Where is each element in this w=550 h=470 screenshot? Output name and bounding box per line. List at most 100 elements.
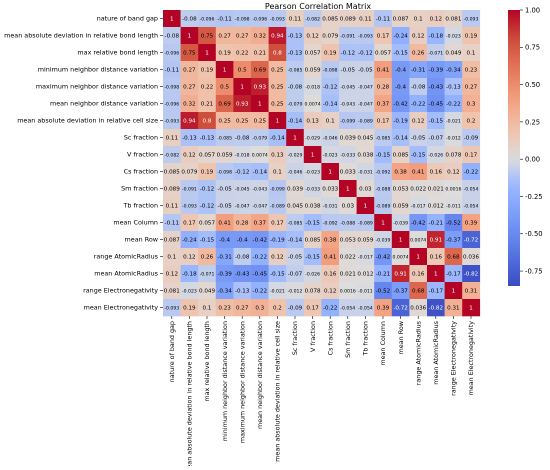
heatmap-cell: [180, 112, 199, 130]
heatmap-cell: [251, 180, 269, 198]
cell-value-label: -0.039: [376, 238, 391, 244]
cell-value-label: -0.088: [376, 187, 391, 193]
cell-value-label: -0.72: [464, 238, 478, 244]
cell-value-label: -0.13: [288, 34, 303, 40]
heatmap-cell-labels: 1 -0.08 -0.096 -0.11 -0.098 -0.096 -0.093 0.11-…: [164, 17, 480, 312]
cell-value-label: -0.08: [235, 136, 250, 142]
cell-value-label: 0.22: [201, 85, 213, 91]
heatmap-cell: [462, 265, 481, 283]
cell-value-label: -0.37: [393, 289, 408, 295]
colorbar-tick-label: 0.00: [525, 156, 540, 164]
cell-value-label: -0.15: [200, 238, 215, 244]
heatmap-cell: [268, 180, 287, 198]
heatmap-cell: [198, 61, 217, 79]
cell-value-label: 0.059: [357, 238, 373, 244]
heatmap-cell: [303, 180, 322, 198]
cell-value-label: 0.036: [463, 255, 479, 261]
heatmap-cell: [339, 265, 357, 283]
cell-value-label: 1: [416, 255, 420, 261]
heatmap-cell: [268, 231, 287, 249]
heatmap-cell: [374, 146, 393, 164]
cell-value-label: 0.27: [183, 68, 196, 74]
cell-value-label: 1: [188, 34, 192, 40]
cell-value-label: -0.089: [270, 204, 285, 210]
cell-value-label: 0.078: [305, 289, 321, 295]
heatmap-cell: [303, 44, 322, 62]
heatmap-cell: [303, 61, 322, 79]
row-tick-label: mean Electronegativity: [84, 304, 159, 312]
heatmap-cell: [251, 27, 269, 45]
heatmap-cell: [163, 44, 181, 62]
heatmap-cell: [163, 95, 181, 113]
heatmap-cell: [409, 61, 428, 79]
cell-value-label: 0.12: [430, 17, 442, 23]
cell-value-label: -0.4: [237, 238, 248, 244]
heatmap-cell: [251, 61, 269, 79]
cell-value-label: 1: [328, 170, 332, 176]
heatmap-cell: [339, 180, 357, 198]
cell-value-label: -0.14: [288, 119, 303, 125]
cell-value-label: -0.09: [288, 306, 303, 312]
row-tick-label: mean absolute deviation in relative cell…: [17, 117, 158, 125]
heatmap-cell: [286, 214, 305, 232]
cell-value-label: -0.45: [429, 102, 444, 108]
cell-value-label: 0.059: [305, 68, 321, 74]
heatmap-cell: [286, 10, 305, 28]
heatmap-cell: [303, 146, 322, 164]
cell-value-label: 0.12: [166, 272, 178, 278]
cell-value-label: -0.12: [358, 51, 372, 57]
cell-value-label: -0.096: [164, 102, 179, 108]
heatmap-cell: [163, 282, 181, 300]
heatmap-cell: [286, 61, 305, 79]
heatmap-cell: [391, 180, 410, 198]
cell-value-label: 1: [434, 272, 438, 278]
cell-value-label: -0.22: [411, 102, 425, 108]
heatmap-cell: [321, 10, 340, 28]
cell-value-label: 0.12: [324, 289, 336, 295]
cell-value-label: -0.4: [219, 238, 230, 244]
heatmap-cell: [339, 163, 357, 181]
heatmap-cell: [180, 95, 199, 113]
cell-value-label: -0.046: [323, 136, 338, 142]
heatmap-cell: [444, 282, 463, 300]
heatmap-cell: [251, 112, 269, 130]
cell-value-label: 0.033: [322, 187, 338, 193]
cell-value-label: -0.82: [464, 272, 478, 278]
heatmap-cell: [268, 265, 287, 283]
heatmap-cell: [444, 299, 463, 317]
cell-value-label: -0.098: [217, 170, 232, 176]
heatmap-cell: [391, 163, 410, 181]
heatmap-cell: [444, 78, 463, 96]
heatmap-cell: [268, 248, 287, 266]
heatmap-cell: [251, 282, 269, 300]
cell-value-label: -0.22: [323, 306, 337, 312]
heatmap-cell: [427, 265, 445, 283]
heatmap-cell: [233, 299, 252, 317]
heatmap-cell: [444, 180, 463, 198]
heatmap-cell: [268, 299, 287, 317]
cell-value-label: -0.18: [429, 34, 444, 40]
cell-value-label: 0.022: [410, 187, 426, 193]
heatmap-cell: [215, 78, 234, 96]
cell-value-label: 0.19: [218, 51, 231, 57]
cell-value-label: 0.25: [271, 102, 284, 108]
heatmap-cell: [391, 95, 410, 113]
cell-value-label: 0.69: [254, 68, 267, 74]
column-tick-label: mean absolute deviation in relative bond…: [186, 321, 194, 466]
heatmap-cell: [427, 282, 445, 300]
heatmap-cell: [251, 265, 269, 283]
heatmap-cell: [303, 95, 322, 113]
cell-value-label: 0.25: [271, 68, 284, 74]
cell-value-label: -0.011: [358, 289, 373, 295]
cell-value-label: 0.75: [201, 34, 214, 40]
heatmap-cell: [180, 180, 199, 198]
cell-value-label: -0.089: [358, 221, 373, 227]
heatmap-cell: [198, 146, 217, 164]
cell-value-label: -0.22: [464, 170, 478, 176]
heatmap-cell: [163, 146, 181, 164]
cell-value-label: -0.098: [235, 17, 250, 23]
cell-value-label: 0.22: [236, 51, 248, 57]
heatmap-cell: [409, 299, 428, 317]
cell-value-label: 0.038: [357, 153, 373, 159]
heatmap-cell: [321, 231, 340, 249]
